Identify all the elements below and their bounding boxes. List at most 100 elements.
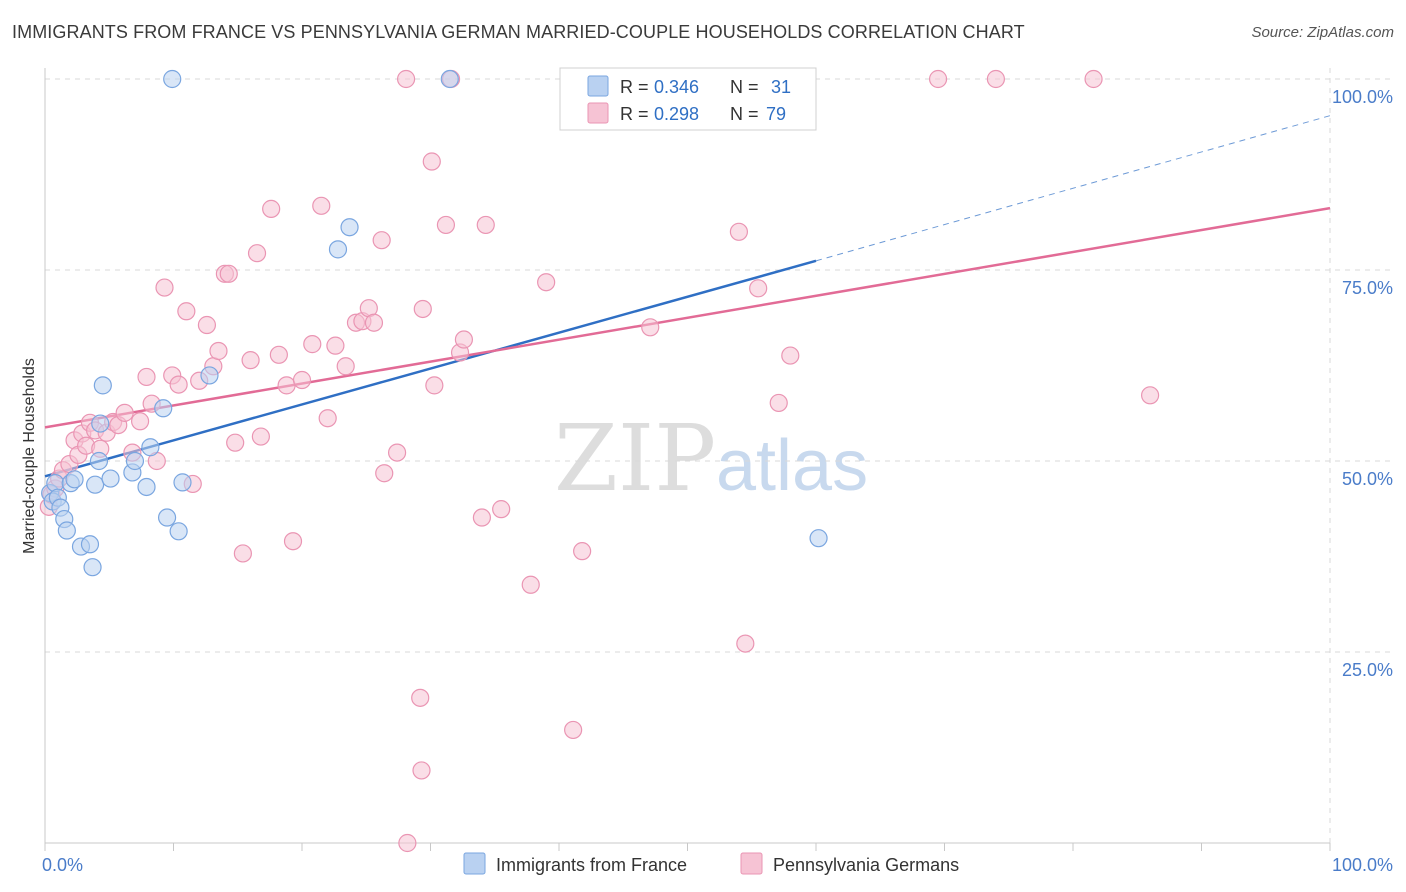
- pa-german-point-75: [769, 393, 788, 413]
- france-point-22: [157, 508, 177, 527]
- legend-n-label-2: N =: [730, 104, 759, 124]
- pa-german-point-56: [411, 688, 430, 707]
- pa-german-point-34: [233, 544, 252, 563]
- y-tick-label-75: 75.0%: [1342, 278, 1393, 298]
- france-point-12: [89, 451, 109, 471]
- axes: [44, 68, 1331, 851]
- trend-line-france: [44, 259, 817, 478]
- pa-german-point-25: [177, 302, 196, 321]
- pa-german-point-74: [781, 346, 800, 365]
- france-point-23: [169, 522, 188, 541]
- y-tick-labels: 25.0% 50.0% 75.0% 100.0%: [1332, 87, 1393, 680]
- y-axis-label: Married-couple Households: [21, 358, 38, 554]
- series-legend-label-1: Immigrants from France: [496, 855, 687, 875]
- chart-source: Source: ZipAtlas.com: [1251, 24, 1394, 41]
- france-point-8: [65, 470, 84, 489]
- pa-german-point-80: [986, 69, 1006, 89]
- pa-german-point-82: [1140, 386, 1160, 405]
- france-point-21: [154, 399, 173, 418]
- pa-german-point-41: [283, 532, 303, 551]
- pa-german-point-63: [472, 508, 491, 527]
- pa-german-point-38: [262, 199, 281, 218]
- pa-german-point-51: [364, 313, 384, 332]
- france-point-20: [141, 438, 160, 457]
- pa-german-point-43: [303, 335, 322, 354]
- pa-german-point-70: [641, 318, 660, 337]
- grid: [45, 68, 1392, 843]
- pa-german-point-54: [387, 443, 407, 462]
- france-point-6: [57, 521, 76, 540]
- france-point-16: [101, 469, 120, 488]
- pa-german-point-28: [197, 315, 217, 335]
- x-tick-label-100: 100.0%: [1332, 855, 1393, 875]
- france-point-13: [86, 475, 105, 494]
- pa-german-point-42: [292, 370, 312, 390]
- y-tick-label-25: 25.0%: [1342, 660, 1393, 680]
- pa-german-point-22: [155, 278, 174, 297]
- france-point-10: [80, 535, 100, 554]
- pa-german-point-39: [269, 345, 288, 364]
- x-tick-labels: 0.0% 100.0%: [42, 855, 1393, 875]
- series-legend-swatch-pink: [740, 852, 763, 875]
- watermark-atlas: atlas: [716, 426, 868, 506]
- legend-r-label-2: R =: [620, 104, 649, 124]
- y-tick-label-50: 50.0%: [1342, 469, 1393, 489]
- x-tick-label-0: 0.0%: [42, 855, 83, 875]
- pa-german-point-81: [1084, 69, 1103, 89]
- pa-german-point-73: [749, 279, 768, 298]
- pa-german-point-71: [729, 222, 749, 241]
- pa-german-point-24: [169, 375, 188, 394]
- legend-n-value-2: 79: [766, 104, 786, 124]
- series-legend: Immigrants from France Pennsylvania Germ…: [463, 852, 959, 875]
- series-legend-swatch-blue: [463, 852, 486, 875]
- pa-german-point-69: [573, 542, 592, 561]
- france-point-27: [340, 218, 359, 237]
- france-point-29: [440, 69, 459, 89]
- france-point-14: [91, 414, 110, 433]
- pa-german-point-64: [476, 215, 495, 235]
- pa-german-point-55: [398, 833, 417, 853]
- pa-german-point-16: [115, 403, 134, 422]
- legend-r-label-1: R =: [620, 77, 649, 97]
- pa-german-point-67: [537, 273, 556, 292]
- data-points: [39, 69, 1160, 853]
- pa-german-point-53: [375, 464, 394, 483]
- pa-german-point-77: [396, 69, 416, 89]
- pa-german-point-60: [436, 215, 456, 235]
- pa-german-point-68: [564, 720, 583, 740]
- pa-german-point-40: [277, 376, 296, 395]
- watermark-zip: ZIP: [554, 405, 716, 512]
- france-point-18: [125, 451, 145, 471]
- pa-german-point-65: [492, 500, 511, 519]
- legend-n-value-1: 31: [771, 77, 791, 97]
- france-point-25: [200, 366, 219, 385]
- trend-line-france-extension: [815, 115, 1331, 262]
- france-point-28: [163, 69, 182, 89]
- legend-swatch-pink: [587, 102, 609, 124]
- pa-german-point-57: [413, 299, 432, 319]
- pa-german-point-72: [736, 634, 755, 653]
- legend-n-label-1: N =: [730, 77, 759, 97]
- legend-r-value-2: 0.298: [654, 104, 699, 124]
- pa-german-point-79: [928, 69, 948, 89]
- legend-swatch-blue: [587, 75, 609, 97]
- france-point-24: [173, 473, 192, 492]
- pa-german-point-46: [326, 336, 345, 355]
- y-tick-label-100: 100.0%: [1332, 87, 1393, 107]
- pa-german-point-30: [209, 341, 228, 361]
- france-point-15: [93, 376, 112, 395]
- pa-german-point-52: [372, 231, 391, 250]
- pa-german-point-62: [454, 330, 474, 349]
- legend-r-value-1: 0.346: [654, 77, 699, 97]
- pa-german-point-37: [251, 427, 270, 446]
- pa-german-point-76: [412, 761, 431, 780]
- series-legend-label-2: Pennsylvania Germans: [773, 855, 959, 875]
- pa-german-point-59: [425, 376, 444, 395]
- pa-german-point-35: [241, 351, 260, 370]
- pa-german-point-47: [336, 357, 355, 376]
- trend-lines: [44, 115, 1331, 478]
- france-point-11: [83, 558, 102, 577]
- pa-german-point-32: [219, 264, 238, 283]
- trend-line-pa-german: [44, 206, 1331, 429]
